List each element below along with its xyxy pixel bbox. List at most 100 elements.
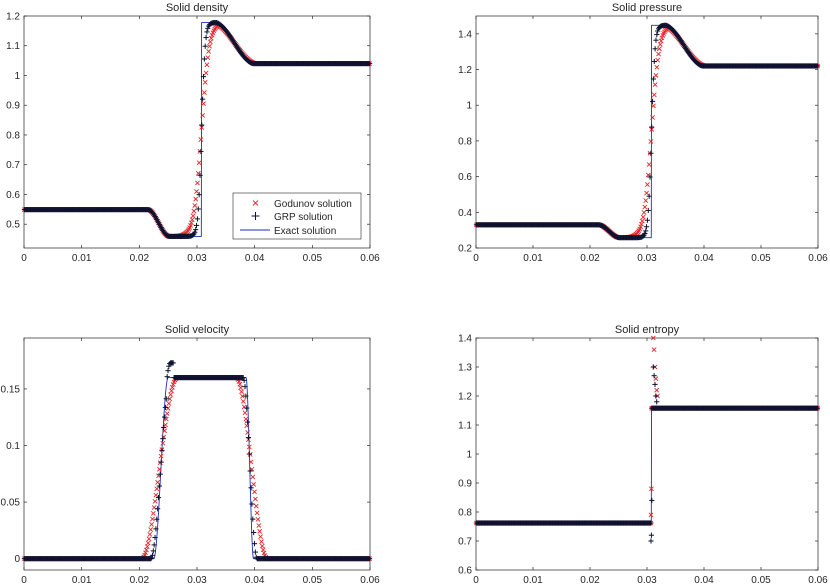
velocity-godunov-point (252, 496, 258, 502)
velocity-xtick-label: 0 (21, 575, 27, 586)
pressure-godunov-point (658, 38, 664, 44)
velocity-godunov-point (240, 398, 246, 404)
velocity-xtick-label: 0.03 (187, 575, 207, 586)
velocity-ytick-label: 0 (14, 554, 20, 565)
pressure-ytick-label: 1.4 (458, 29, 472, 40)
pressure-godunov-point (639, 218, 645, 224)
density-ytick-label: 0.9 (6, 101, 20, 112)
density-xtick-label: 0.01 (72, 253, 92, 264)
entropy-grp-point (651, 373, 657, 379)
entropy-xtick-label: 0.05 (751, 575, 771, 586)
velocity-godunov-point (160, 440, 166, 446)
velocity-godunov-point (256, 523, 262, 528)
density-plot-area (21, 19, 373, 239)
entropy-x-ticks: 0 0.01 0.02 0.03 0.04 0.05 0.06 (473, 338, 828, 586)
pressure-ytick-label: 1.2 (458, 65, 472, 76)
velocity-godunov-point (145, 540, 151, 546)
pressure-xtick-label: 0.02 (580, 253, 600, 264)
entropy-ytick-label: 1.3 (458, 363, 472, 374)
velocity-ytick-label: 0.15 (1, 384, 21, 395)
pressure-xtick-label: 0.05 (751, 253, 771, 264)
entropy-grp-point (650, 364, 656, 370)
panel-solid-pressure: Solid pressure 0.2 0.4 0.6 0.8 1 1.2 1.4 0 0.01… (458, 2, 828, 264)
velocity-grp-point (164, 374, 170, 380)
pressure-grp-point (649, 124, 655, 130)
velocity-xtick-label: 0.02 (130, 575, 150, 586)
density-godunov-point (188, 223, 193, 228)
density-grp-point (204, 29, 210, 35)
velocity-godunov-point (259, 543, 265, 549)
pressure-grp-point (653, 37, 659, 43)
velocity-godunov-point (258, 534, 263, 540)
entropy-y-ticks: 0.6 0.7 0.8 0.9 1 1.1 1.2 1.3 1.4 (458, 334, 818, 577)
density-godunov-point (196, 160, 202, 166)
velocity-xtick-label: 0.06 (360, 575, 380, 586)
density-godunov-point (201, 101, 206, 107)
velocity-godunov-point (147, 531, 153, 537)
density-godunov-point (203, 70, 209, 76)
pressure-godunov-point (654, 64, 660, 70)
density-godunov-point (191, 208, 197, 214)
density-ytick-label: 0.7 (6, 160, 20, 171)
velocity-grp-point (249, 501, 255, 507)
density-godunov-point (208, 35, 214, 41)
velocity-xtick-label: 0.01 (72, 575, 92, 586)
entropy-grp-point (654, 399, 660, 405)
entropy-grp-point (653, 393, 659, 399)
density-ytick-label: 1.2 (6, 12, 20, 23)
density-xtick-label: 0.05 (303, 253, 323, 264)
density-ytick-label: 0.5 (6, 220, 20, 231)
pressure-godunov-point (656, 46, 662, 52)
velocity-godunov-point (254, 510, 260, 516)
density-godunov-point (208, 39, 213, 45)
density-xtick-label: 0.03 (187, 253, 207, 264)
density-grp-point (199, 122, 205, 128)
velocity-godunov-point (154, 486, 160, 492)
density-godunov-point (206, 49, 212, 54)
velocity-grp-point (155, 506, 161, 512)
entropy-ytick-label: 0.9 (458, 479, 472, 490)
density-ytick-label: 0.6 (6, 190, 20, 201)
velocity-godunov-point (169, 388, 174, 394)
density-xtick-label: 0 (21, 253, 27, 264)
velocity-godunov-point (166, 401, 172, 406)
velocity-godunov-point (150, 516, 155, 522)
velocity-grp-point (165, 368, 171, 374)
velocity-godunov-point (149, 522, 154, 527)
pressure-xtick-label: 0.03 (637, 253, 657, 264)
velocity-grp-point (160, 436, 166, 442)
entropy-grp-point (652, 381, 658, 387)
velocity-ytick-label: 0.05 (1, 498, 21, 509)
density-ytick-label: 0.8 (6, 130, 20, 141)
entropy-plot-area (473, 335, 821, 544)
velocity-godunov-point (259, 539, 264, 544)
velocity-godunov-point (153, 492, 159, 498)
density-ytick-label: 1 (14, 71, 20, 82)
velocity-godunov-point (144, 544, 150, 550)
velocity-godunov-point (146, 536, 152, 542)
pressure-plot-area (473, 22, 821, 241)
velocity-godunov-points (22, 375, 372, 562)
pressure-ytick-label: 0.2 (458, 244, 472, 255)
pressure-godunov-point (657, 42, 663, 47)
velocity-grp-points (21, 360, 373, 562)
velocity-plot-area (21, 360, 373, 562)
velocity-ytick-label: 0.1 (6, 441, 20, 452)
density-grp-point (194, 216, 201, 222)
pressure-grp-point (648, 150, 654, 156)
pressure-godunov-point (640, 214, 646, 220)
velocity-y-ticks: 0 0.05 0.1 0.15 (1, 384, 370, 565)
pressure-godunov-point (656, 51, 661, 57)
entropy-grp-points (473, 364, 821, 544)
entropy-xtick-label: 0 (473, 575, 479, 586)
legend: Godunov solution GRP solution Exact solu… (232, 192, 362, 240)
density-godunov-point (207, 43, 212, 49)
velocity-godunov-point (148, 527, 154, 532)
density-godunov-point (195, 180, 200, 186)
pressure-xtick-label: 0.01 (523, 253, 543, 264)
pressure-ytick-label: 0.4 (458, 208, 472, 219)
pressure-grp-point (654, 31, 660, 38)
density-godunov-point (189, 217, 195, 222)
pressure-exact-line (476, 24, 818, 239)
